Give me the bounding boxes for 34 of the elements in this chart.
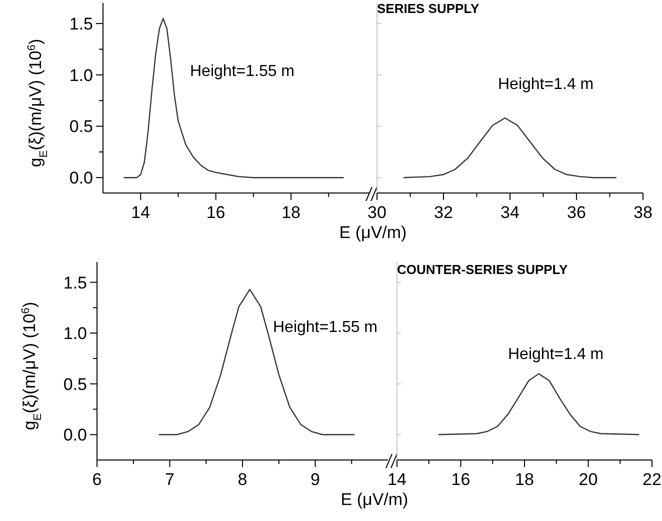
x-tick-label: 9 xyxy=(310,470,320,489)
x-tick-label: 22 xyxy=(642,470,662,489)
y-tick-label: 0.0 xyxy=(63,426,87,445)
y-tick-label: 0.0 xyxy=(69,168,93,188)
x-axis-title: E (μV/m) xyxy=(339,223,407,242)
x-tick-label: 6 xyxy=(92,470,102,489)
y-tick-label: 1.0 xyxy=(63,324,87,344)
x-tick-label: 34 xyxy=(500,203,520,222)
x-tick-label: 20 xyxy=(578,470,598,489)
x-tick-label: 8 xyxy=(238,470,248,489)
annotation: Height=1.55 m xyxy=(190,63,295,80)
x-tick-label: 38 xyxy=(634,203,652,222)
annotation: Height=1.4 m xyxy=(508,346,604,363)
x-tick-label: 7 xyxy=(165,470,174,489)
annotation: Height=1.4 m xyxy=(498,76,594,93)
x-tick-label: 36 xyxy=(567,203,586,222)
x-tick-label: 16 xyxy=(206,203,226,222)
y-tick-label: 0.5 xyxy=(69,117,93,136)
x-tick-label: 14 xyxy=(131,203,150,222)
chart-title: COUNTER-SERIES SUPPLY xyxy=(397,262,568,277)
x-tick-label: 18 xyxy=(515,470,534,489)
annotation: Height=1.55 m xyxy=(273,319,378,336)
x-tick-label: 16 xyxy=(451,470,470,489)
x-tick-label: 30 xyxy=(368,203,386,222)
y-tick-label: 1.5 xyxy=(69,14,93,34)
x-axis-title: E (μV/m) xyxy=(340,490,408,509)
x-tick-label: 18 xyxy=(282,203,300,222)
x-tick-label: 32 xyxy=(434,203,453,222)
chart-title: SERIES SUPPLY xyxy=(377,1,480,16)
y-tick-label: 1.5 xyxy=(63,273,87,292)
y-tick-label: 1.0 xyxy=(69,66,93,85)
x-tick-label: 14 xyxy=(388,470,406,489)
line-series xyxy=(123,18,344,178)
y-tick-label: 0.5 xyxy=(63,374,87,394)
